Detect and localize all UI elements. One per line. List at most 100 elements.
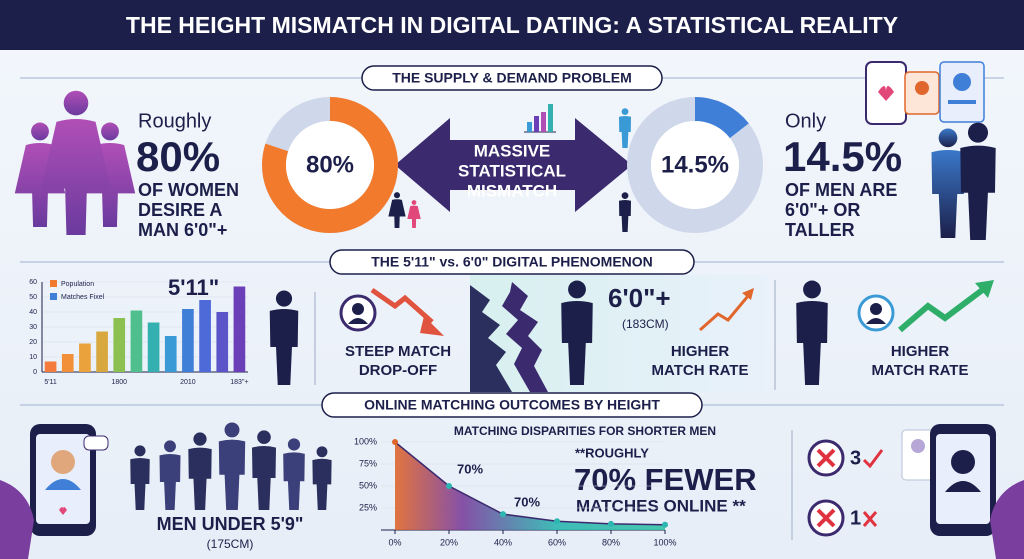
- heading-pill: [321, 392, 703, 418]
- crack-shape: [502, 282, 548, 392]
- y-tick-label: 50%: [359, 480, 377, 490]
- section-heading: ONLINE MATCHING OUTCOMES BY HEIGHT: [364, 397, 660, 413]
- x-tick-label: 5'11: [44, 379, 57, 386]
- heading-pill: [361, 65, 663, 91]
- person-body: [130, 458, 150, 510]
- callout-text: MATCHES ONLINE **: [576, 496, 746, 515]
- y-tick-label: 60: [29, 279, 37, 286]
- avatar: [915, 81, 929, 95]
- height-cm: (183CM): [622, 317, 669, 331]
- x-tick-label: 2010: [180, 379, 196, 386]
- person-head: [803, 280, 821, 299]
- person-body: [283, 452, 305, 510]
- icon-count: 1: [850, 507, 861, 529]
- person-head: [224, 422, 240, 438]
- person-body: [561, 301, 593, 385]
- mismatch-arrow: [395, 118, 632, 212]
- stat-line: 6'0"+ OR: [785, 200, 860, 220]
- profile-icon-body: [866, 318, 886, 324]
- person-body: [931, 150, 965, 238]
- donut-arc: [627, 97, 763, 233]
- person-head: [393, 192, 401, 199]
- profile-card: [939, 61, 985, 123]
- person-body: [312, 458, 332, 510]
- y-tick-label: 40: [29, 309, 37, 316]
- rise-arrow-head: [975, 280, 994, 298]
- person-body: [619, 116, 631, 148]
- person-head: [621, 108, 629, 115]
- person-head: [134, 445, 146, 457]
- drop-arrow: [370, 287, 434, 324]
- person-head: [193, 432, 207, 446]
- y-tick-label: 0: [33, 369, 37, 376]
- arrow-text: MISMATCH: [467, 181, 557, 200]
- person-head: [938, 128, 958, 148]
- data-point: [392, 439, 398, 445]
- x-tick-label: 20%: [440, 537, 458, 547]
- heading-pill: [329, 249, 695, 275]
- person-body: [407, 205, 421, 228]
- data-point: [608, 520, 614, 527]
- x-tick-label: 100%: [653, 537, 676, 547]
- bar: [233, 286, 246, 372]
- person-body: [188, 447, 212, 510]
- bar: [147, 322, 160, 372]
- card-line: [948, 100, 976, 104]
- panel-text: MATCH RATE: [652, 362, 749, 379]
- person-body: [252, 446, 276, 510]
- x-tick-label: 0%: [388, 537, 401, 547]
- bar: [216, 312, 229, 372]
- data-point: [554, 518, 560, 525]
- height-label: 6'0"+: [608, 283, 671, 313]
- data-point: [662, 521, 668, 528]
- lead-text: Roughly: [138, 110, 211, 132]
- y-tick-label: 25%: [359, 502, 377, 512]
- hand: [0, 480, 34, 559]
- panel-text: DROP-OFF: [359, 362, 437, 379]
- person-body: [218, 439, 246, 510]
- person-head: [967, 122, 989, 143]
- area: [395, 442, 665, 530]
- page-title: THE HEIGHT MISMATCH IN DIGITAL DATING: A…: [126, 12, 898, 38]
- person-head: [287, 438, 301, 451]
- icon-bar: [541, 112, 546, 132]
- profile-icon-head: [352, 303, 364, 315]
- legend-swatch: [50, 293, 57, 300]
- person-body: [41, 119, 111, 235]
- avatar-body: [945, 481, 981, 492]
- panel-text: HIGHER: [891, 343, 950, 360]
- data-point: [446, 483, 452, 489]
- icon-bar: [534, 116, 539, 132]
- panel-text: STEEP MATCH: [345, 343, 451, 360]
- icon-bar: [527, 122, 532, 132]
- person-head: [101, 122, 119, 141]
- person-body: [159, 454, 181, 510]
- avatar: [51, 450, 75, 474]
- profile-icon-body: [348, 318, 368, 324]
- stat-line: OF WOMEN: [138, 180, 239, 200]
- arrow-text: STATISTICAL: [458, 161, 566, 180]
- avatar: [911, 439, 925, 453]
- legend-swatch: [50, 280, 57, 287]
- men-label: MEN UNDER 5'9": [157, 514, 304, 534]
- mini-chart-icon: [524, 104, 556, 133]
- y-tick-label: 30: [29, 324, 37, 331]
- panel-text: HIGHER: [671, 343, 730, 360]
- big-stat: 14.5%: [783, 133, 902, 180]
- person-head: [411, 200, 417, 205]
- x-tick-label: 40%: [494, 537, 512, 547]
- person-body: [619, 200, 631, 232]
- avatar: [953, 73, 971, 91]
- stat-line: OF MEN ARE: [785, 180, 897, 200]
- panel-text: MATCH RATE: [872, 362, 969, 379]
- title-bar: [0, 0, 1024, 50]
- check-mark: [862, 449, 884, 469]
- bar: [113, 318, 126, 372]
- callout-stat: 70% FEWER: [574, 462, 757, 497]
- person-head: [275, 290, 293, 307]
- profile-cards: [865, 61, 985, 125]
- bar: [164, 336, 177, 372]
- donut-label: 14.5%: [661, 151, 729, 178]
- x-tick-label: 1800: [111, 379, 127, 386]
- person-head: [257, 430, 271, 445]
